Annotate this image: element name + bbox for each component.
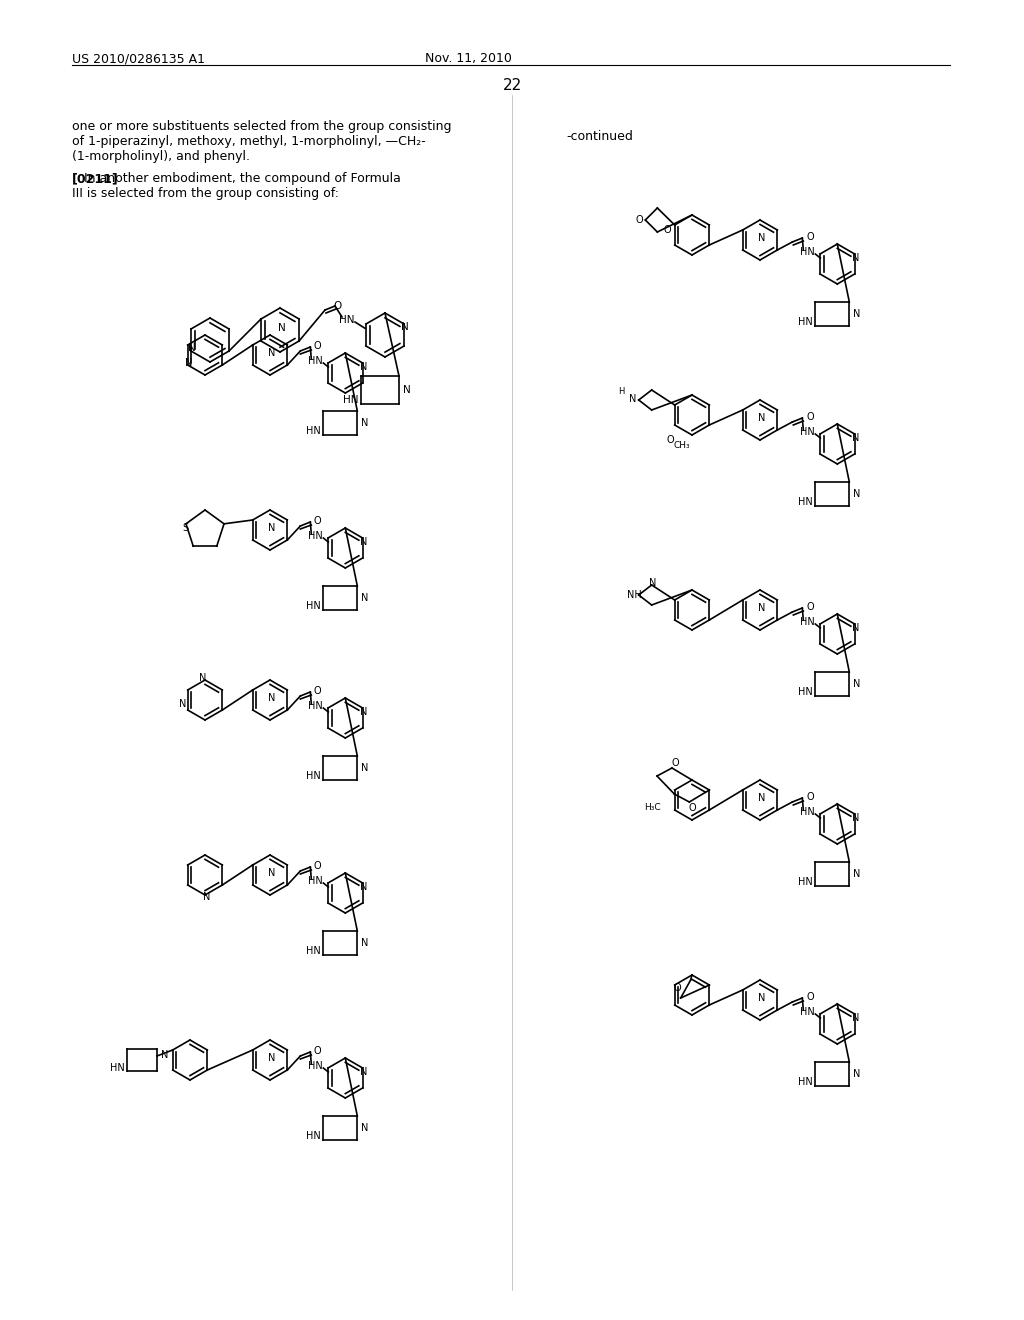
Text: O: O	[313, 861, 322, 871]
Text: HN: HN	[798, 1077, 813, 1086]
Text: N: N	[359, 708, 367, 717]
Text: H: H	[618, 388, 625, 396]
Text: HN: HN	[798, 317, 813, 327]
Text: N: N	[268, 1053, 275, 1063]
Text: HN: HN	[800, 247, 815, 257]
Text: O: O	[688, 803, 696, 813]
Text: N: N	[268, 693, 275, 704]
Text: O: O	[807, 602, 814, 612]
Text: N: N	[360, 1123, 368, 1133]
Text: NH: NH	[628, 590, 642, 601]
Text: N: N	[401, 322, 409, 333]
Text: O: O	[313, 341, 322, 351]
Text: N: N	[759, 413, 766, 422]
Text: O: O	[807, 232, 814, 242]
Text: [0211]: [0211]	[72, 172, 119, 185]
Text: N: N	[853, 678, 860, 689]
Text: N: N	[200, 673, 207, 682]
Text: HN: HN	[306, 771, 321, 781]
Text: O: O	[807, 993, 814, 1002]
Text: N: N	[853, 869, 860, 879]
Text: N: N	[852, 813, 859, 822]
Text: HN: HN	[308, 356, 323, 366]
Text: HN: HN	[308, 701, 323, 711]
Text: HN: HN	[798, 686, 813, 697]
Text: HN: HN	[306, 946, 321, 956]
Text: N: N	[759, 603, 766, 612]
Text: N: N	[852, 623, 859, 634]
Text: H₃C: H₃C	[644, 804, 660, 813]
Text: HN: HN	[308, 876, 323, 886]
Text: N: N	[359, 537, 367, 546]
Text: HN: HN	[800, 1007, 815, 1016]
Text: O: O	[664, 224, 671, 235]
Text: HN: HN	[308, 1061, 323, 1071]
Text: O: O	[667, 436, 674, 445]
Text: N: N	[759, 234, 766, 243]
Text: S: S	[182, 523, 188, 533]
Text: O: O	[636, 215, 643, 224]
Text: N: N	[360, 763, 368, 774]
Text: 22: 22	[503, 78, 521, 92]
Text: N: N	[649, 578, 656, 587]
Text: O: O	[807, 412, 814, 422]
Text: one or more substituents selected from the group consisting
of 1-piperazinyl, me: one or more substituents selected from t…	[72, 120, 452, 162]
Text: N: N	[360, 418, 368, 428]
Text: HN: HN	[110, 1063, 124, 1073]
Text: N: N	[360, 939, 368, 948]
Text: N: N	[268, 348, 275, 358]
Text: HN: HN	[306, 1131, 321, 1140]
Text: In another embodiment, the compound of Formula
III is selected from the group co: In another embodiment, the compound of F…	[72, 172, 400, 201]
Text: HN: HN	[800, 807, 815, 817]
Text: -continued: -continued	[566, 129, 634, 143]
Text: N: N	[759, 993, 766, 1003]
Text: O: O	[807, 792, 814, 803]
Text: N: N	[403, 385, 411, 395]
Text: HN: HN	[339, 315, 354, 325]
Text: N: N	[162, 1049, 169, 1060]
Text: HN: HN	[308, 531, 323, 541]
Text: N: N	[268, 523, 275, 533]
Text: N: N	[759, 793, 766, 803]
Text: N: N	[852, 433, 859, 444]
Text: O: O	[671, 758, 679, 768]
Text: N: N	[204, 892, 211, 902]
Text: N: N	[853, 309, 860, 319]
Text: N: N	[852, 253, 859, 263]
Text: N: N	[359, 882, 367, 892]
Text: Nov. 11, 2010: Nov. 11, 2010	[425, 51, 512, 65]
Text: N: N	[629, 393, 636, 404]
Text: O: O	[313, 1045, 322, 1056]
Text: N: N	[179, 700, 186, 709]
Text: N: N	[852, 1012, 859, 1023]
Text: US 2010/0286135 A1: US 2010/0286135 A1	[72, 51, 205, 65]
Text: N: N	[279, 323, 286, 333]
Text: HN: HN	[306, 601, 321, 611]
Text: N: N	[853, 1069, 860, 1078]
Text: N: N	[185, 358, 193, 368]
Text: N: N	[359, 362, 367, 372]
Text: N: N	[359, 1067, 367, 1077]
Text: CH₃: CH₃	[674, 441, 690, 450]
Text: O: O	[674, 983, 682, 993]
Text: HN: HN	[800, 616, 815, 627]
Text: O: O	[313, 686, 322, 696]
Text: N: N	[268, 869, 275, 878]
Text: O: O	[333, 301, 341, 312]
Text: O: O	[313, 516, 322, 525]
Text: HN: HN	[306, 426, 321, 436]
Text: N: N	[853, 488, 860, 499]
Text: HN: HN	[800, 426, 815, 437]
Text: N: N	[188, 343, 196, 352]
Text: HN: HN	[798, 498, 813, 507]
Text: N: N	[360, 593, 368, 603]
Text: HN: HN	[798, 876, 813, 887]
Text: HN: HN	[343, 395, 358, 405]
